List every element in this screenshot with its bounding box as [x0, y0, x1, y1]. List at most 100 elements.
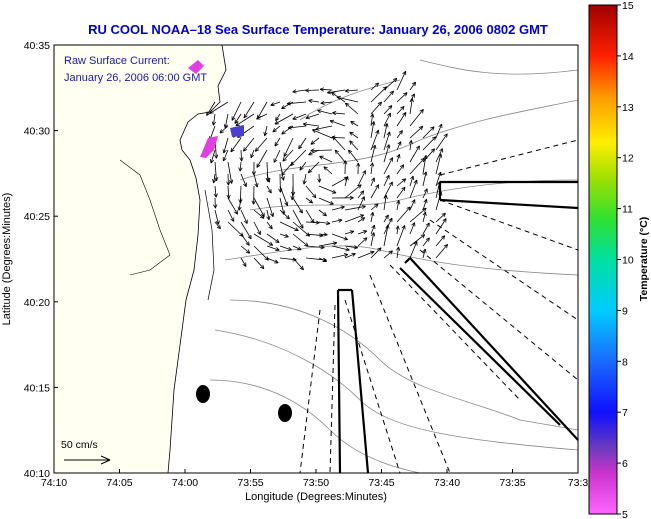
transect-dashed	[329, 304, 336, 474]
current-vector	[266, 173, 271, 183]
colorbar	[588, 4, 618, 515]
current-vector	[237, 197, 242, 211]
current-vector	[383, 181, 393, 199]
current-vector	[409, 222, 416, 235]
sst-patch-magenta-small	[188, 60, 204, 74]
current-vector	[240, 233, 250, 246]
current-vector	[253, 221, 261, 235]
current-vector	[263, 125, 268, 137]
current-vector	[357, 196, 365, 211]
current-vector	[320, 100, 333, 105]
current-vector	[409, 125, 424, 139]
current-vector	[275, 113, 281, 122]
bay-shore	[119, 159, 171, 276]
current-vector	[243, 137, 255, 152]
current-vector	[240, 257, 247, 267]
x-tick-label: 73:50	[303, 477, 329, 489]
current-vector	[292, 89, 307, 94]
current-vector	[383, 194, 388, 211]
current-vector	[332, 111, 346, 116]
current-vector	[292, 197, 303, 214]
current-vector	[240, 245, 251, 254]
current-vector	[383, 157, 394, 175]
y-tick-label: 40:35	[24, 40, 50, 52]
current-vector	[331, 233, 348, 241]
x-tick-label: 73:45	[368, 477, 394, 489]
current-vector	[274, 113, 294, 125]
y-tick-label: 40:15	[24, 382, 50, 394]
current-vector	[222, 137, 229, 154]
current-vector	[238, 161, 243, 172]
current-vector	[279, 221, 299, 232]
current-vector	[211, 113, 216, 126]
current-vector	[209, 101, 229, 114]
current-vector	[370, 121, 376, 139]
current-vector	[370, 232, 376, 247]
current-vector	[422, 237, 430, 247]
y-tick-label: 40:25	[24, 211, 50, 223]
current-vector	[286, 101, 307, 106]
chart-title: RU COOL NOAA–18 Sea Surface Temperature:…	[88, 22, 548, 37]
colorbar-tick-label: 5	[622, 509, 628, 519]
current-vector	[307, 161, 320, 174]
y-tick-label: 40:10	[24, 468, 50, 480]
current-vector	[329, 119, 346, 127]
vector-scale-label: 50 cm/s	[61, 439, 98, 451]
y-axis: 40:35 40:30 40:25 40:20 40:15 40:10	[24, 40, 58, 480]
current-vector	[226, 185, 231, 199]
current-vector	[383, 131, 391, 151]
current-vector	[383, 112, 391, 127]
current-vector	[383, 144, 391, 163]
sst-contour	[209, 379, 421, 474]
transect-dashed	[439, 199, 579, 251]
current-vector	[319, 87, 333, 92]
current-vector	[256, 113, 268, 120]
current-vector	[396, 92, 408, 103]
current-vector	[357, 217, 366, 223]
current-vector	[409, 81, 416, 91]
current-vector	[318, 209, 327, 217]
current-vector	[290, 149, 307, 166]
current-vector	[435, 212, 446, 223]
current-vector	[336, 95, 359, 103]
current-vector	[279, 185, 289, 206]
current-vector	[422, 154, 428, 175]
current-vector	[396, 106, 405, 115]
current-vector	[383, 105, 393, 115]
current-vector	[422, 126, 435, 139]
current-vector	[240, 209, 248, 224]
current-vector	[214, 161, 219, 182]
current-vector	[234, 113, 242, 124]
current-vector	[370, 203, 379, 211]
current-vector	[305, 197, 314, 204]
current-vector	[279, 209, 290, 220]
station-marker	[196, 385, 210, 403]
current-vector	[210, 149, 216, 164]
current-vector	[266, 257, 279, 264]
current-vector	[299, 161, 307, 171]
transect-solid	[350, 289, 370, 474]
station-markers	[188, 60, 292, 422]
sst-contour	[419, 59, 579, 75]
sst-patch-blue	[230, 125, 244, 137]
current-vector	[302, 122, 320, 127]
current-vector	[334, 149, 346, 163]
current-vector	[408, 140, 413, 151]
current-vector	[239, 149, 244, 162]
colorbar-tick-label: 15	[622, 0, 634, 12]
current-vector	[435, 191, 443, 211]
colorbar-tick-label: 8	[622, 356, 628, 368]
transect-dashed	[299, 309, 321, 474]
current-vector	[345, 102, 359, 115]
current-vector	[435, 218, 447, 235]
current-vector	[243, 101, 255, 119]
colorbar-tick-label: 6	[622, 458, 628, 470]
current-vector	[323, 166, 333, 175]
current-vector	[254, 137, 268, 152]
y-tick-label: 40:30	[24, 126, 50, 138]
current-vector	[223, 113, 229, 129]
current-vector	[396, 70, 407, 91]
transect-solid	[409, 257, 579, 441]
